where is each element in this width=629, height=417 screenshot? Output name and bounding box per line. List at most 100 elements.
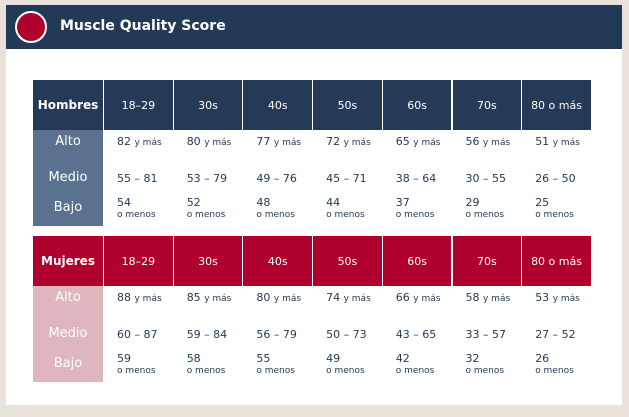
score-cell: 55 – 81 (117, 172, 173, 186)
score-value: 42 (395, 352, 410, 365)
row-label-column (33, 286, 103, 382)
score-value: 51 (535, 135, 550, 148)
score-cell: 51 y más (535, 135, 591, 150)
age-header: 40s (242, 236, 313, 286)
score-value: 82 (117, 135, 131, 148)
score-value: 33 – 57 (465, 328, 507, 341)
score-cell: 56 y más (466, 135, 522, 150)
age-header: 50s (312, 80, 382, 130)
score-cell: 50 – 73 (326, 328, 382, 342)
score-cell: 56 – 79 (256, 328, 312, 342)
age-header: 18–29 (103, 236, 173, 286)
score-value: 32 (465, 352, 480, 365)
age-header: 40s (242, 80, 313, 130)
score-value: 45 – 71 (326, 172, 367, 185)
score-cell: 53 y más (535, 291, 591, 306)
score-value: 66 (395, 291, 410, 304)
table-label: Mujeres (33, 236, 103, 286)
score-unit: o menos (465, 366, 505, 376)
score-value: 54 (117, 196, 131, 209)
score-cell: 55 o menos (256, 353, 312, 377)
panel (6, 5, 622, 405)
score-cell: 59 – 84 (187, 328, 243, 342)
score-unit: y más (483, 138, 511, 148)
score-cell: 80 y más (256, 291, 312, 306)
score-cell: 58 o menos (187, 353, 243, 377)
score-cell: 27 – 52 (535, 328, 591, 342)
score-unit: o menos (535, 210, 574, 220)
score-value: 58 (465, 291, 480, 304)
score-value: 56 (465, 135, 480, 148)
score-unit: y más (413, 294, 441, 304)
score-value: 48 (256, 196, 271, 209)
score-unit: y más (273, 294, 302, 304)
score-value: 59 (117, 352, 131, 365)
age-header: 18–29 (103, 80, 173, 130)
score-unit: y más (134, 294, 162, 304)
score-cell: 38 – 64 (396, 172, 452, 186)
score-cell: 74 y más (326, 291, 382, 306)
score-cell: 58 y más (466, 291, 522, 306)
score-value: 88 (117, 291, 131, 304)
score-value: 50 – 73 (326, 328, 367, 341)
age-header: 30s (172, 80, 243, 130)
score-value: 43 – 65 (395, 328, 437, 341)
score-cell: 80 y más (187, 135, 243, 150)
score-cell: 49 o menos (326, 353, 382, 377)
row-label: Medio (48, 170, 88, 185)
score-cell: 82 y más (117, 135, 173, 150)
score-unit: y más (552, 294, 580, 304)
score-unit: y más (273, 138, 302, 148)
score-cell: 65 y más (396, 135, 452, 150)
score-cell: 29 o menos (466, 197, 522, 221)
age-header: 70s (451, 236, 522, 286)
score-value: 56 – 79 (256, 328, 297, 341)
score-unit: o menos (395, 210, 435, 220)
score-unit: o menos (326, 210, 365, 220)
table-label: Hombres (33, 80, 103, 130)
score-unit: y más (204, 294, 232, 304)
score-value: 26 (535, 352, 550, 365)
score-unit: o menos (186, 210, 226, 220)
row-label: Medio (48, 326, 88, 341)
score-value: 30 – 55 (465, 172, 507, 185)
score-value: 65 (395, 135, 410, 148)
score-unit: o menos (535, 366, 574, 376)
score-unit: y más (552, 138, 580, 148)
score-cell: 54 o menos (117, 197, 173, 221)
score-value: 53 – 79 (186, 172, 228, 185)
score-cell: 60 – 87 (117, 328, 173, 342)
row-label: Bajo (53, 356, 83, 371)
age-header: 80 o más (521, 236, 591, 286)
row-label-column (33, 130, 103, 226)
score-value: 53 (535, 291, 550, 304)
score-value: 27 – 52 (535, 328, 576, 341)
age-header: 50s (312, 236, 382, 286)
score-value: 80 (256, 291, 271, 304)
score-cell: 45 – 71 (326, 172, 382, 186)
score-unit: o menos (117, 210, 156, 220)
score-unit: o menos (395, 366, 435, 376)
score-cell: 43 – 65 (396, 328, 452, 342)
score-value: 49 (326, 352, 341, 365)
header-title: Muscle Quality Score (60, 18, 226, 34)
score-cell: 85 y más (187, 291, 243, 306)
score-cell: 53 – 79 (187, 172, 243, 186)
score-value: 59 – 84 (186, 328, 228, 341)
header-bar: Muscle Quality Score (6, 5, 622, 49)
score-value: 74 (326, 291, 341, 304)
score-cell: 77 y más (256, 135, 312, 150)
score-cell: 52 o menos (187, 197, 243, 221)
score-value: 49 – 76 (256, 172, 297, 185)
score-cell: 59 o menos (117, 353, 173, 377)
score-value: 55 (256, 352, 271, 365)
row-label: Bajo (53, 200, 83, 215)
score-value: 85 (186, 291, 201, 304)
score-cell: 25 o menos (535, 197, 591, 221)
score-cell: 37 o menos (396, 197, 452, 221)
score-value: 29 (465, 196, 480, 209)
score-cell: 44 o menos (326, 197, 382, 221)
score-value: 44 (326, 196, 341, 209)
score-value: 77 (256, 135, 271, 148)
